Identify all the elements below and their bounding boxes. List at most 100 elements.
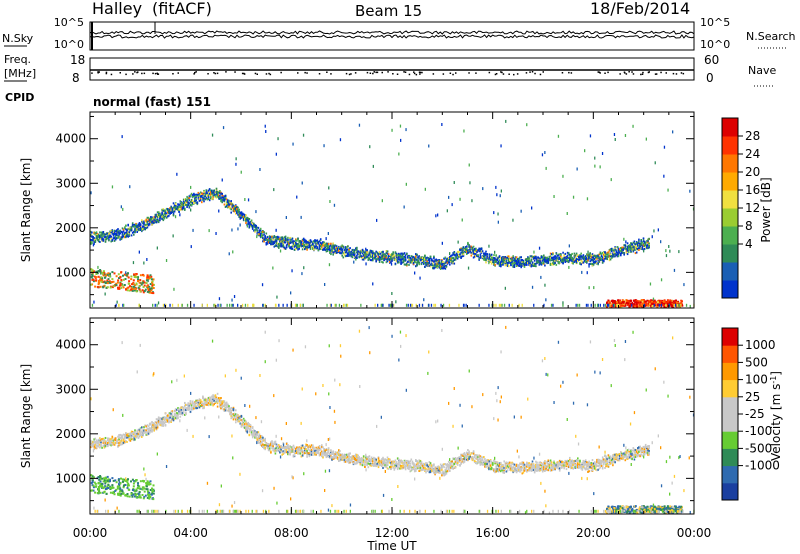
echo-cell (126, 287, 129, 290)
echo-cell (137, 276, 139, 279)
y-tick-label: 1000 (55, 265, 86, 279)
echo-cell (321, 244, 323, 247)
echo-cell (451, 262, 453, 265)
echo-cell (127, 276, 130, 279)
echo-cell (570, 256, 572, 259)
echo-cell (589, 260, 591, 263)
echo-cell (274, 236, 277, 239)
echo-cell (450, 257, 452, 260)
echo-cell (364, 255, 366, 258)
speckle-cell (372, 164, 374, 168)
echo-cell (562, 251, 564, 254)
echo-cell (625, 248, 628, 251)
nave-dot (254, 72, 257, 75)
echo-cell (415, 253, 417, 256)
echo-cell (366, 256, 368, 258)
echo-cell (132, 285, 135, 288)
speckle-cell (603, 303, 605, 307)
echo-cell (127, 231, 129, 234)
speckle-cell (262, 303, 265, 307)
echo-cell (287, 241, 289, 244)
echo-cell (327, 248, 330, 251)
echo-cell (142, 274, 145, 277)
echo-cell (145, 279, 148, 282)
speckle-cell (435, 214, 437, 218)
echo-cell (514, 257, 517, 260)
echo-cell (308, 239, 311, 242)
echo-cell (119, 282, 122, 285)
echo-cell (643, 244, 646, 247)
echo-cell (571, 256, 573, 259)
echo-cell (486, 256, 488, 259)
echo-cell (133, 230, 135, 233)
echo-cell (536, 261, 538, 264)
echo-cell (494, 259, 496, 262)
echo-cell (490, 262, 493, 265)
echo-cell (533, 256, 536, 259)
echo-cell (319, 238, 322, 241)
echo-cell (524, 259, 527, 262)
echo-cell (326, 246, 329, 249)
echo-cell (293, 241, 296, 244)
echo-cell (401, 256, 403, 259)
echo-cell (113, 236, 116, 239)
echo-cell (285, 244, 288, 247)
echo-cell (292, 240, 295, 243)
echo-cell (213, 192, 215, 195)
echo-cell (613, 300, 616, 303)
echo-cell (632, 241, 635, 244)
echo-cell (639, 301, 642, 304)
echo-cell (514, 258, 517, 261)
nsky-label: N.Sky (2, 32, 34, 45)
echo-cell (151, 286, 154, 289)
echo-cell (305, 247, 307, 250)
echo-cell (332, 246, 334, 249)
echo-cell (455, 255, 458, 258)
echo-cell (609, 248, 612, 251)
speckle-cell (232, 303, 234, 307)
echo-cell (439, 265, 442, 268)
echo-cell (611, 256, 613, 259)
echo-cell (323, 241, 325, 244)
echo-cell (135, 433, 137, 436)
speckle-cell (388, 303, 390, 307)
echo-cell (433, 260, 435, 263)
echo-cell (266, 241, 269, 244)
echo-cell (655, 304, 658, 307)
echo-cell (458, 254, 460, 257)
echo-cell (118, 442, 120, 444)
echo-cell (304, 240, 306, 243)
echo-cell (485, 250, 487, 253)
speckle-cell (541, 153, 544, 157)
echo-cell (130, 278, 133, 281)
echo-cell (547, 261, 550, 264)
echo-cell (160, 214, 162, 217)
echo-cell (378, 251, 381, 254)
echo-cell (641, 247, 644, 250)
nave-dot (421, 71, 423, 74)
echo-cell (280, 245, 282, 248)
echo-cell (107, 445, 109, 448)
echo-cell (120, 443, 123, 446)
echo-cell (333, 248, 336, 250)
echo-cell (90, 230, 92, 233)
echo-cell (118, 436, 120, 439)
speckle-cell (604, 303, 607, 307)
echo-cell (120, 439, 123, 442)
echo-cell (114, 234, 117, 237)
echo-cell (215, 196, 218, 199)
speckle-cell (576, 167, 578, 171)
echo-cell (507, 258, 510, 261)
echo-cell (634, 247, 637, 250)
echo-cell (669, 299, 672, 302)
echo-cell (306, 242, 308, 245)
echo-cell (174, 203, 177, 206)
echo-cell (151, 283, 154, 286)
echo-cell (574, 259, 577, 262)
echo-cell (276, 245, 279, 248)
speckle-cell (545, 298, 547, 302)
nave-label: Nave (748, 64, 776, 77)
echo-cell (223, 198, 226, 201)
echo-cell (625, 302, 628, 304)
echo-cell (666, 305, 669, 307)
